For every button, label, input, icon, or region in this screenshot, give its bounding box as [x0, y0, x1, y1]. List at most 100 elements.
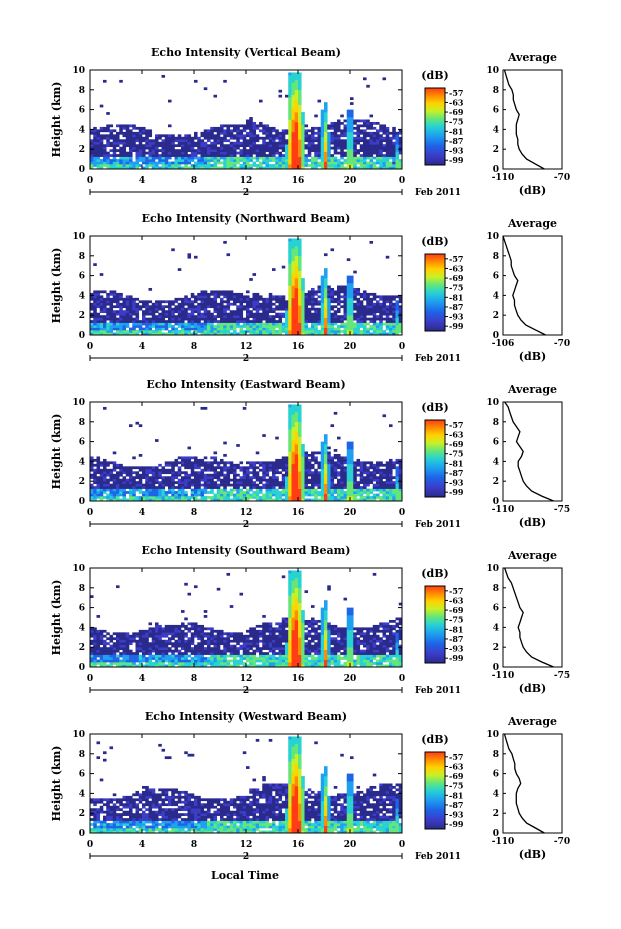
heatmap-cell [340, 491, 344, 494]
heatmap-cell [320, 159, 325, 162]
heatmap-cell [239, 496, 244, 499]
heatmap-cell [288, 426, 292, 430]
heatmap-cell [190, 312, 195, 316]
heatmap-cell [304, 161, 309, 165]
heatmap-cell [291, 129, 296, 133]
heatmap-cell [372, 471, 377, 475]
heatmap-cell [125, 295, 130, 299]
heatmap-cell [382, 300, 387, 304]
heatmap-cell [311, 144, 315, 148]
heatmap-cell [398, 498, 403, 502]
heatmap-cell [350, 302, 354, 306]
heatmap-cell [298, 166, 302, 170]
heatmap-cell [93, 637, 97, 641]
heatmap-cell [366, 121, 370, 125]
heatmap-cell [330, 488, 335, 492]
heatmap-cell [132, 300, 136, 304]
heatmap-cell [177, 302, 182, 306]
heatmap-cell [138, 144, 143, 148]
heatmap-cell [376, 136, 380, 140]
heatmap-cell [252, 307, 257, 311]
heatmap-cell [145, 330, 149, 333]
heatmap-cell [135, 332, 140, 336]
heatmap-cell [320, 310, 325, 314]
heatmap-cell [93, 662, 97, 665]
heatmap-cell [216, 330, 221, 333]
heatmap-cell [103, 164, 107, 167]
heatmap-cell [103, 496, 107, 499]
heatmap-cell [343, 330, 348, 333]
heatmap-cell [103, 332, 107, 336]
heatmap-cell [288, 270, 292, 274]
heatmap-cell [304, 302, 309, 306]
heatmap-cell [301, 295, 305, 299]
heatmap-cell [148, 305, 153, 309]
heatmap-cell [327, 161, 331, 165]
heatmap-cell [340, 161, 344, 165]
heatmap-cell [125, 151, 130, 155]
heatmap-cell [379, 310, 383, 314]
heatmap-cell [291, 149, 296, 152]
heatmap-cell [239, 305, 244, 309]
heatmap-cell [210, 488, 214, 492]
heatmap-cell [337, 287, 341, 291]
heatmap-cell [249, 297, 253, 301]
heatmap-cell [129, 481, 133, 484]
heatmap-cell [255, 327, 260, 331]
heatmap-cell [285, 486, 289, 489]
heatmap-cell [184, 154, 188, 157]
heatmap-cell [145, 327, 149, 331]
heatmap-cell [363, 156, 367, 160]
heatmap-cell [174, 320, 179, 323]
heatmap-cell [353, 307, 357, 311]
heatmap-cell [155, 302, 159, 306]
heatmap-cell [353, 131, 357, 135]
heatmap-cell [340, 166, 344, 170]
heatmap-cell [109, 498, 114, 502]
heatmap-cell [177, 156, 182, 160]
heatmap-cell [223, 498, 227, 502]
heatmap-cell [385, 129, 390, 133]
heatmap-cell [262, 146, 266, 150]
heatmap-cell [229, 325, 234, 328]
heatmap-cell [392, 144, 396, 148]
heatmap-cell [99, 498, 104, 502]
heatmap-cell [129, 295, 133, 299]
heatmap-cell [288, 431, 292, 435]
heatmap-cell [337, 124, 341, 128]
heatmap-cell [252, 315, 257, 318]
heatmap-cell [174, 458, 179, 462]
heatmap-cell [288, 297, 292, 301]
heatmap-cell [246, 302, 250, 306]
heatmap-cell [324, 104, 328, 108]
heatmap [90, 570, 403, 668]
heatmap-cell [203, 466, 208, 470]
heatmap-cell [359, 320, 364, 323]
colorbar-tick-label: -99 [449, 321, 464, 331]
heatmap-cell [99, 322, 104, 326]
heatmap-cell [327, 327, 331, 331]
heatmap-cell [281, 458, 286, 462]
heatmap-cell [265, 144, 270, 148]
heatmap-cell [372, 327, 377, 331]
y-tick-label: 2 [79, 477, 85, 487]
heatmap-cell [340, 131, 344, 135]
heatmap-cell [194, 481, 198, 484]
heatmap-cell [372, 151, 377, 155]
heatmap-cell [171, 466, 175, 470]
heatmap-cell [99, 159, 104, 162]
heatmap-cell [379, 481, 383, 484]
heatmap-cell [262, 468, 266, 472]
heatmap-cell [96, 649, 101, 653]
heatmap-cell [272, 498, 276, 502]
heatmap-cell [350, 131, 354, 135]
heatmap-cell [216, 461, 221, 465]
heatmap-cell [226, 498, 231, 502]
heatmap-cell [350, 491, 354, 494]
heatmap-cell [197, 310, 201, 314]
heatmap-cell [255, 134, 260, 138]
heatmap-cell [320, 449, 325, 452]
heatmap-cell [116, 166, 120, 170]
heatmap-cell [324, 109, 328, 113]
heatmap-cell [190, 325, 195, 328]
